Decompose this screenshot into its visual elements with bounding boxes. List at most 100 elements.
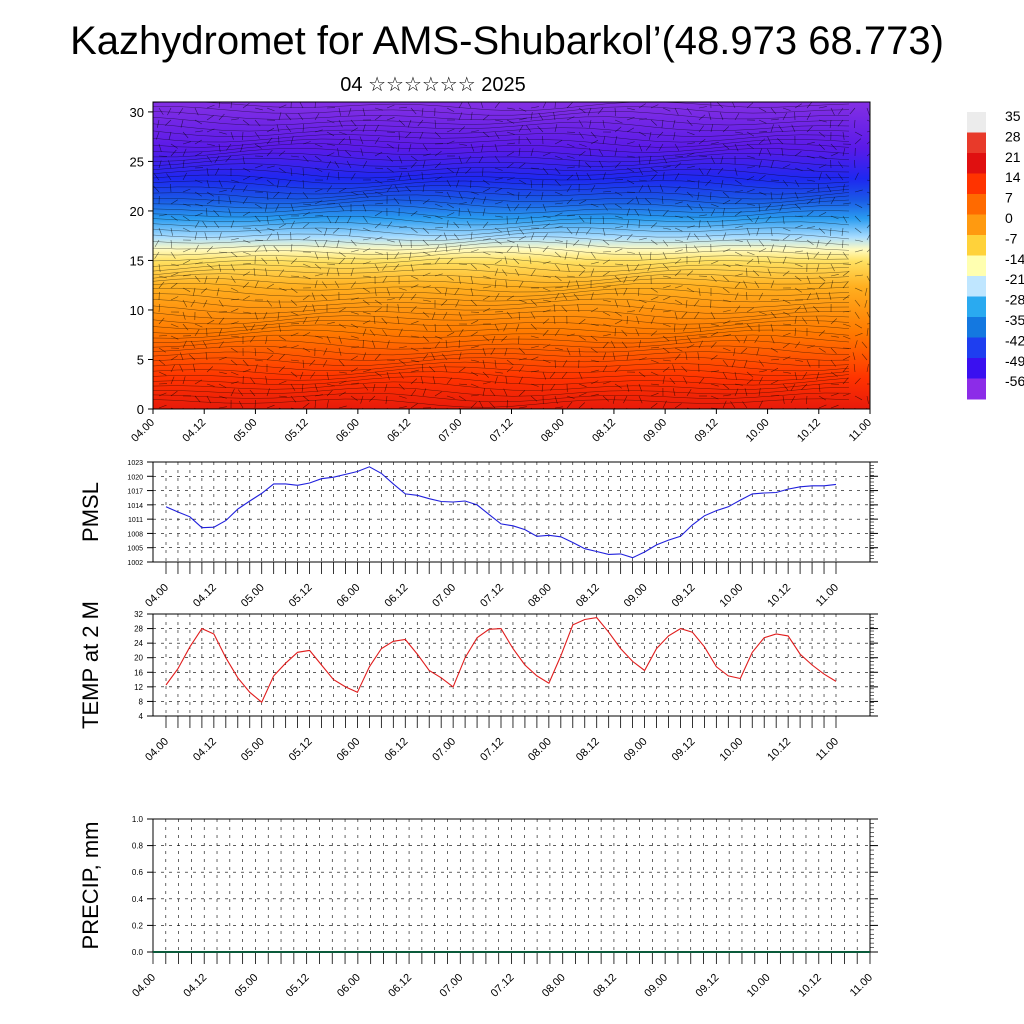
wind-barb	[218, 371, 227, 374]
wind-barb	[602, 203, 608, 211]
wind-barb	[638, 371, 646, 378]
wind-barb	[638, 131, 647, 137]
wind-barb	[266, 137, 273, 145]
wind-barb	[254, 311, 258, 320]
wind-barb	[602, 136, 606, 145]
wind-barb	[794, 167, 803, 172]
wind-barb	[638, 103, 646, 109]
wind-barb	[470, 287, 474, 296]
x-tick-label: 04.12	[180, 417, 208, 445]
wind-barb	[602, 191, 612, 193]
wind-barb	[278, 323, 281, 332]
wind-barb	[350, 119, 357, 127]
wind-barb	[626, 198, 634, 205]
wind-barb	[302, 263, 311, 268]
wind-barb	[362, 275, 371, 278]
wind-barb	[770, 179, 780, 181]
wind-barb	[770, 323, 774, 332]
wind-barb	[470, 232, 473, 241]
wind-barb	[398, 293, 404, 301]
wind-barb	[693, 245, 700, 253]
wind-barb	[374, 202, 384, 205]
y-tick-label: 0.8	[132, 842, 144, 851]
wind-barb	[277, 179, 280, 188]
wind-barb	[290, 155, 299, 158]
wind-barb	[669, 377, 676, 385]
colorbar-label: -21	[1005, 271, 1024, 287]
wind-barb	[506, 162, 514, 169]
wind-barb	[705, 233, 712, 241]
wind-barb	[554, 124, 558, 133]
contour-line	[153, 320, 850, 330]
wind-barb	[206, 155, 212, 163]
wind-barb	[446, 191, 452, 200]
wind-barb	[458, 311, 463, 320]
wind-barb	[434, 335, 443, 340]
wind-barb	[794, 275, 802, 282]
wind-barb	[734, 371, 737, 380]
wind-barb	[203, 299, 208, 308]
wind-barb	[590, 347, 598, 353]
wind-barb	[362, 191, 369, 199]
wind-barb	[683, 323, 688, 332]
wind-barb	[410, 389, 417, 397]
wind-barb	[194, 119, 203, 125]
wind-barb	[429, 366, 436, 373]
wind-barb	[698, 335, 708, 337]
wind-barb	[482, 381, 491, 385]
wind-barb	[374, 222, 382, 229]
wind-barb	[265, 376, 268, 385]
wind-barb	[206, 128, 215, 133]
wind-barb	[842, 356, 851, 361]
wind-barb	[506, 119, 515, 124]
wind-barb	[458, 263, 468, 265]
wind-barb	[374, 167, 384, 170]
wind-barb	[290, 275, 300, 277]
wind-barb	[362, 369, 371, 373]
wind-barb	[242, 282, 249, 289]
y-tick-label: 24	[134, 639, 143, 648]
contour-line	[153, 283, 850, 293]
wind-barb	[405, 131, 412, 139]
wind-barb	[518, 299, 527, 303]
wind-barb	[204, 232, 208, 241]
wind-barb	[446, 212, 455, 217]
wind-barb	[758, 160, 762, 169]
wind-barb	[491, 335, 496, 344]
wind-barb	[744, 359, 748, 368]
wind-barb	[731, 359, 736, 368]
wind-barb	[650, 119, 658, 126]
wind-barb	[158, 263, 161, 272]
wind-barb	[453, 233, 460, 241]
y-tick-label: 20	[134, 654, 143, 663]
wind-barb	[553, 112, 556, 121]
wind-barb	[674, 335, 677, 344]
wind-barb	[623, 395, 628, 404]
x-tick-label: 07.00	[430, 736, 458, 764]
x-tick-label: 10.12	[795, 417, 823, 445]
wind-barb	[266, 388, 270, 397]
wind-barb	[638, 155, 641, 164]
wind-barb	[458, 202, 467, 205]
wind-barb	[602, 352, 607, 361]
wind-barb	[566, 185, 572, 193]
wind-barb	[216, 287, 220, 296]
wind-barb	[710, 275, 717, 283]
wind-barb	[458, 352, 462, 361]
wind-barb	[554, 395, 558, 404]
wind-barb	[182, 160, 185, 169]
wind-barb	[530, 311, 536, 320]
wind-barb	[494, 102, 501, 109]
wind-barb	[336, 239, 340, 248]
wind-barb	[626, 107, 635, 111]
wind-barb	[746, 166, 755, 169]
wind-barb	[542, 371, 547, 380]
wind-barb	[494, 323, 499, 332]
wind-barb	[530, 299, 538, 306]
x-tick-label: 11.00	[814, 582, 841, 609]
wind-barb	[542, 233, 548, 241]
wind-barb	[734, 281, 741, 289]
x-tick-label: 04.00	[130, 972, 158, 1000]
wind-barb	[432, 311, 436, 320]
